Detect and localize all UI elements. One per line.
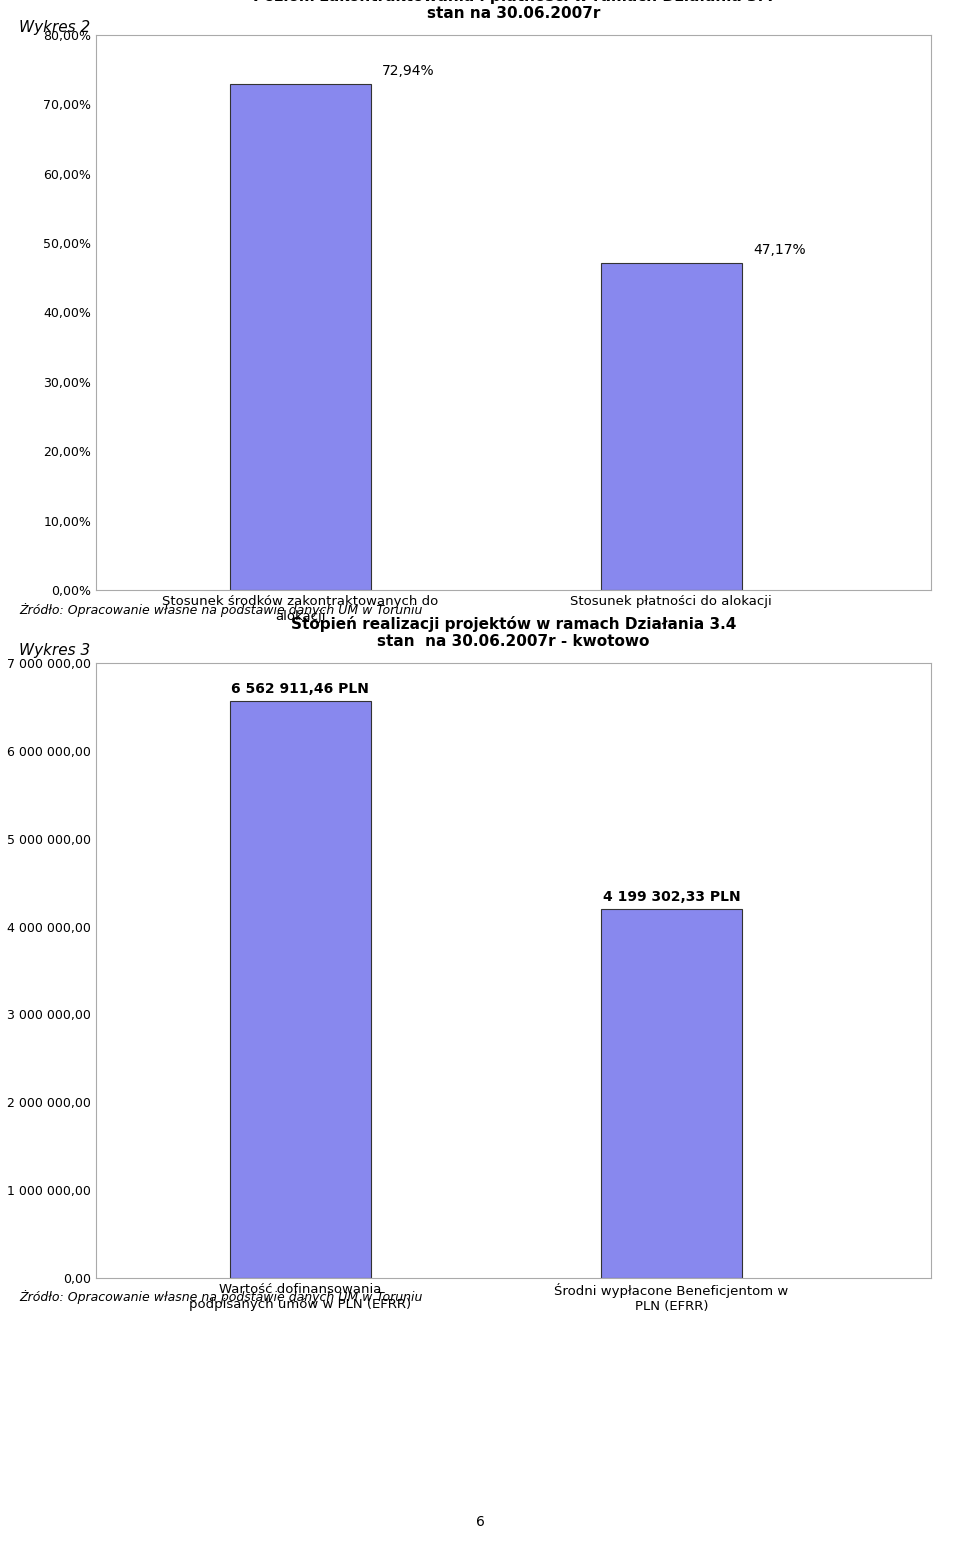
Text: Żródło: Opracowanie własne na podstawie danych UM w Toruniu: Żródło: Opracowanie własne na podstawie … xyxy=(19,604,422,618)
Text: 6: 6 xyxy=(475,1516,485,1530)
Bar xyxy=(229,84,371,590)
Bar xyxy=(229,702,371,1277)
Text: 6 562 911,46 PLN: 6 562 911,46 PLN xyxy=(231,682,369,696)
Text: Żródło: Opracowanie własne na podstawie danych UM w Toruniu: Żródło: Opracowanie własne na podstawie … xyxy=(19,1290,422,1304)
Bar xyxy=(601,909,742,1277)
Text: 4 199 302,33 PLN: 4 199 302,33 PLN xyxy=(603,890,740,904)
Text: Wykres 2: Wykres 2 xyxy=(19,20,90,34)
Text: 72,94%: 72,94% xyxy=(382,64,435,78)
Text: Wykres 3: Wykres 3 xyxy=(19,643,90,658)
Title: Stopień realizacji projektów w ramach Działania 3.4
stan  na 30.06.2007r - kwoto: Stopień realizacji projektów w ramach Dz… xyxy=(291,616,736,649)
Title: Poziom zakontraktowania i płatności w ramach Działania 3.4
stan na 30.06.2007r: Poziom zakontraktowania i płatności w ra… xyxy=(253,0,774,22)
Text: 47,17%: 47,17% xyxy=(753,243,805,257)
Bar xyxy=(601,263,742,590)
